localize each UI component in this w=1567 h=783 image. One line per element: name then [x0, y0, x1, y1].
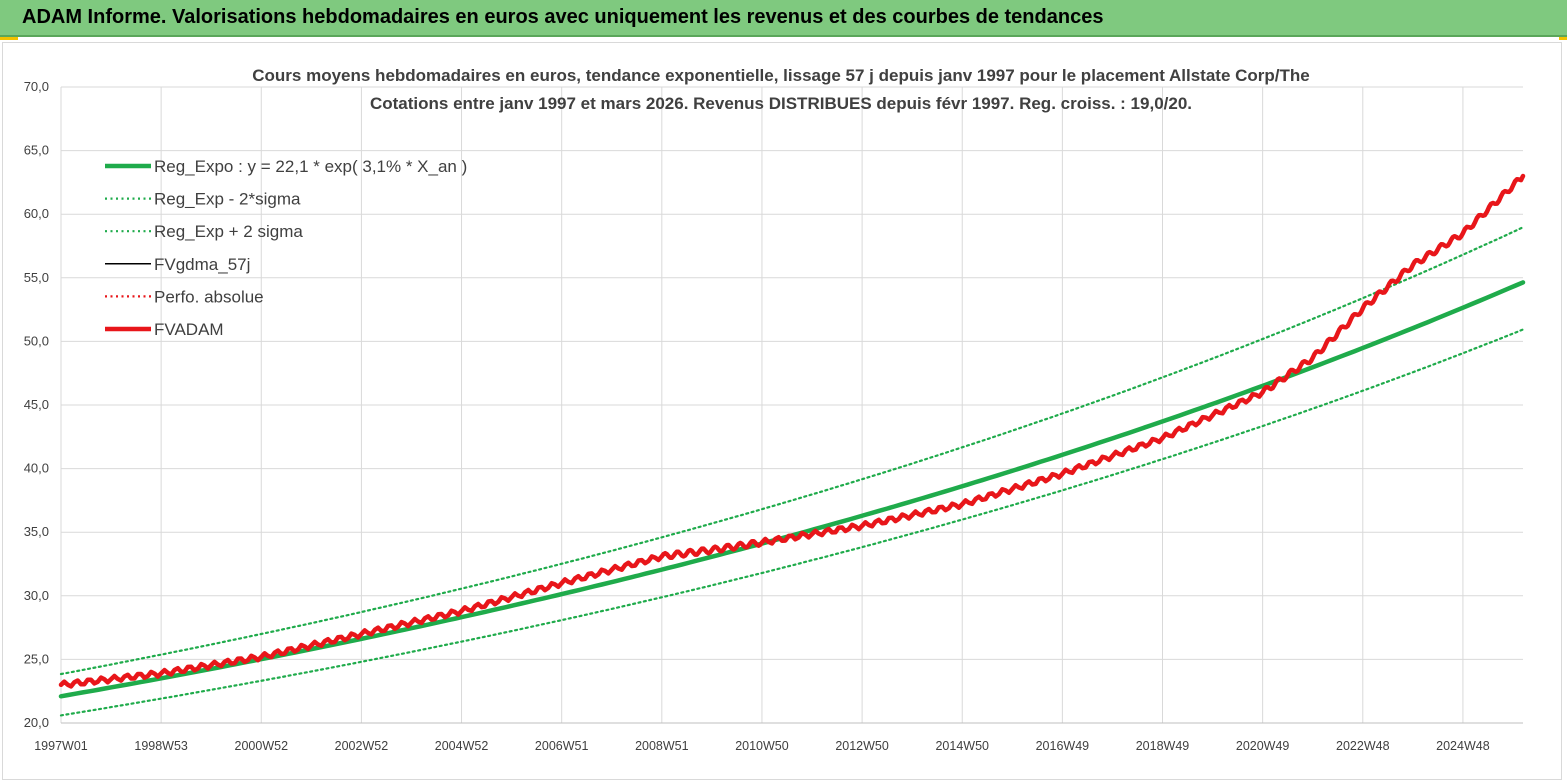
series-layer: [58, 173, 1526, 717]
x-tick-label: 2020W49: [1236, 739, 1290, 753]
y-tick-label: 35,0: [24, 524, 49, 539]
chart-title: Cours moyens hebdomadaires en euros, ten…: [252, 66, 1309, 85]
legend-label: Perfo. absolue: [154, 287, 264, 306]
y-tick-label: 50,0: [24, 333, 49, 348]
x-tick-label: 2006W51: [535, 739, 589, 753]
series-line-reg-expo-y-22-1-exp-3-1-x-an: [58, 280, 1526, 699]
x-tick-label: 2010W50: [735, 739, 789, 753]
y-tick-label: 70,0: [24, 79, 49, 94]
legend-label: Reg_Expo : y = 22,1 * exp( 3,1% * X_an ): [154, 157, 467, 176]
x-tick-label: 2004W52: [435, 739, 489, 753]
series-line-fvgdma-57j: [60, 175, 1524, 688]
y-tick-label: 30,0: [24, 588, 49, 603]
chart-legend: Reg_Expo : y = 22,1 * exp( 3,1% * X_an )…: [105, 157, 467, 339]
accent-bar-right: [1559, 37, 1567, 40]
x-tick-label: 2024W48: [1436, 739, 1490, 753]
series-line-reg-exp-2-sigma: [59, 226, 1525, 676]
y-axis-ticks: 20,0 25,0 30,0 35,0 40,0 45,0 50,0 55,0 60,0 65,0…: [24, 79, 49, 730]
chart-frame: 20,0 25,0 30,0 35,0 40,0 45,0 50,0 55,0 60,0 65,0…: [2, 42, 1562, 780]
series-line-reg-exp-2-sigma: [59, 328, 1525, 717]
series-line-fvadam: [58, 173, 1526, 689]
x-tick-label: 2002W52: [335, 739, 389, 753]
accent-bar-left: [0, 37, 18, 40]
x-axis-ticks: 1997W01 1998W53 2000W52 2002W52 2004W52 2006W…: [34, 739, 1489, 753]
x-tick-label: 2000W52: [235, 739, 289, 753]
y-tick-label: 25,0: [24, 651, 49, 666]
y-tick-label: 55,0: [24, 270, 49, 285]
x-tick-label: 1998W53: [134, 739, 188, 753]
x-tick-label: 2012W50: [835, 739, 889, 753]
grid-layer: [60, 86, 1523, 724]
y-tick-label: 65,0: [24, 143, 49, 158]
x-tick-label: 1997W01: [34, 739, 88, 753]
x-tick-label: 2008W51: [635, 739, 689, 753]
x-tick-label: 2018W49: [1136, 739, 1190, 753]
series-line-perfo-absolue: [59, 174, 1525, 688]
legend-label: Reg_Exp + 2 sigma: [154, 222, 303, 241]
y-tick-label: 20,0: [24, 715, 49, 730]
y-tick-label: 40,0: [24, 461, 49, 476]
legend-label: FVgdma_57j: [154, 255, 250, 274]
x-tick-label: 2016W49: [1036, 739, 1090, 753]
legend-label: Reg_Exp - 2*sigma: [154, 190, 301, 209]
y-tick-label: 60,0: [24, 206, 49, 221]
report-title: ADAM Informe. Valorisations hebdomadaire…: [22, 6, 1104, 28]
line-chart: 20,0 25,0 30,0 35,0 40,0 45,0 50,0 55,0 60,0 65,0…: [24, 66, 1526, 753]
chart-subtitle: Cotations entre janv 1997 et mars 2026. …: [370, 94, 1192, 113]
report-header: ADAM Informe. Valorisations hebdomadaire…: [0, 0, 1567, 37]
legend-label: FVADAM: [154, 320, 224, 339]
x-tick-label: 2022W48: [1336, 739, 1390, 753]
y-tick-label: 45,0: [24, 397, 49, 412]
x-tick-label: 2014W50: [935, 739, 989, 753]
